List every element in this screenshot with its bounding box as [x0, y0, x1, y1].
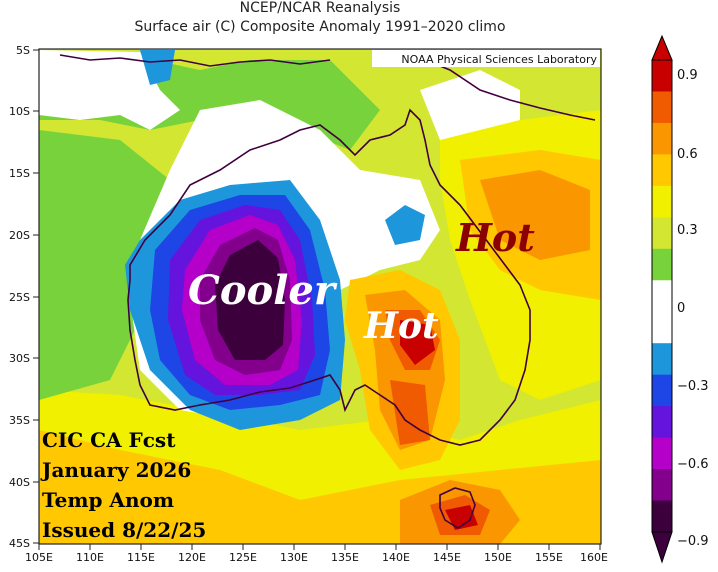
colorbar-swatch — [652, 217, 672, 250]
credit-box — [372, 50, 600, 67]
hot-ocean-label: Hot — [455, 215, 535, 260]
lon-label: 120E — [178, 551, 206, 564]
lon-label: 105E — [25, 551, 53, 564]
colorbar-label: 0.6 — [677, 147, 698, 162]
field-orange-east — [480, 170, 590, 260]
credit-text: NOAA Physical Sciences Laboratory — [401, 53, 597, 66]
lat-label: 35S — [9, 414, 30, 427]
colorbar-bottom-arrow — [651, 531, 673, 564]
colorbar-label: −0.3 — [677, 379, 709, 394]
field-green-west — [39, 130, 170, 400]
field-cold-core — [215, 240, 285, 360]
lat-label: 45S — [9, 537, 30, 550]
field-blue-east — [385, 205, 425, 245]
coastline-tasmania — [439, 487, 476, 529]
colorbar-swatch — [652, 469, 672, 502]
colorbar-label: −0.9 — [677, 534, 709, 549]
coastline-new-guinea — [419, 57, 596, 121]
lon-label: 115E — [127, 551, 155, 564]
hot-inland-label: Hot — [363, 305, 439, 347]
lon-label: 140E — [382, 551, 410, 564]
coastlines — [59, 54, 596, 529]
colorbar-swatch — [652, 374, 672, 407]
colorbar-swatch — [652, 185, 672, 218]
colorbar-label: 0.9 — [677, 68, 698, 83]
lon-label: 155E — [535, 551, 563, 564]
colorbar-swatch — [652, 91, 672, 124]
colorbar-swatch — [652, 500, 672, 533]
colorbar-top-arrow — [651, 34, 673, 61]
lon-label: 125E — [229, 551, 257, 564]
colorbar-swatch — [652, 437, 672, 470]
colorbar-swatch — [652, 311, 672, 344]
colorbar-swatch — [652, 343, 672, 376]
colorbar-label: 0 — [677, 301, 685, 316]
colorbar-swatch — [652, 122, 672, 155]
coastline-australia — [127, 108, 531, 446]
lon-label: 150E — [484, 551, 512, 564]
forecast-line-3: Temp Anom — [42, 488, 174, 512]
colorbar: 0.9 0.6 0.3 0 −0.3 −0.6 −0.9 — [651, 34, 709, 564]
lon-label: 145E — [433, 551, 461, 564]
lat-label: 15S — [9, 167, 30, 180]
coastline-indonesia — [59, 54, 331, 67]
field-plume-red — [400, 320, 435, 365]
lon-axis: 105E 110E 115E 120E 125E 130E 135E 140E … — [25, 544, 608, 564]
lat-label: 5S — [16, 44, 30, 57]
lat-label: 10S — [9, 105, 30, 118]
lat-label: 20S — [9, 229, 30, 242]
chart-title: NCEP/NCAR Reanalysis — [239, 0, 401, 16]
colorbar-swatch — [652, 154, 672, 187]
colorbar-swatch — [652, 280, 672, 313]
colorbar-swatch — [652, 60, 672, 92]
forecast-line-2: January 2026 — [40, 458, 191, 482]
colorbar-frame — [651, 59, 673, 533]
field-plume-lower — [390, 380, 430, 445]
forecast-line-4: Issued 8/22/25 — [42, 518, 206, 542]
lon-label: 135E — [331, 551, 359, 564]
lat-axis: 5S 10S 15S 20S 25S 30S 35S 40S 45S — [9, 44, 39, 550]
colorbar-label: 0.3 — [677, 223, 698, 238]
chart-subtitle: Surface air (C) Composite Anomaly 1991–2… — [134, 19, 506, 35]
lon-label: 110E — [76, 551, 104, 564]
lat-label: 25S — [9, 291, 30, 304]
map-field — [39, 49, 601, 544]
field-white-nw — [39, 50, 180, 130]
lat-label: 30S — [9, 352, 30, 365]
field-blue-north — [140, 50, 175, 85]
lon-label: 160E — [580, 551, 608, 564]
colorbar-swatch — [652, 406, 672, 439]
lat-label: 40S — [9, 476, 30, 489]
cooler-label: Cooler — [188, 267, 338, 314]
lon-label: 130E — [280, 551, 308, 564]
colorbar-swatch — [652, 248, 672, 281]
colorbar-label: −0.6 — [677, 457, 709, 472]
field-tas-red — [445, 505, 478, 530]
forecast-line-1: CIC CA Fcst — [42, 428, 176, 452]
